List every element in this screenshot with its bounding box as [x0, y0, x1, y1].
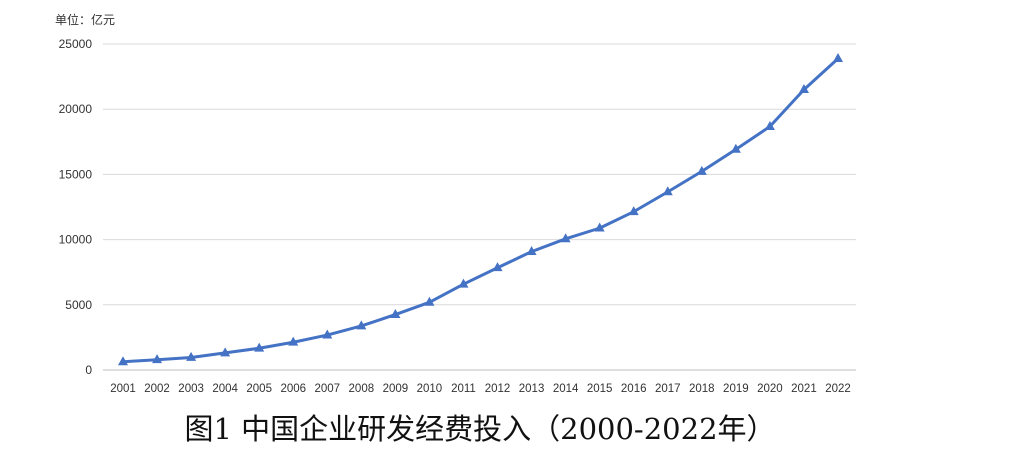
- x-tick-label: 2006: [280, 383, 306, 395]
- data-point-marker: [798, 84, 809, 94]
- data-point-marker: [696, 165, 707, 175]
- data-point-marker: [288, 336, 299, 346]
- gridlines: [103, 43, 856, 371]
- x-tick-label: 2014: [553, 383, 579, 395]
- x-tick-label: 2013: [519, 383, 545, 395]
- data-point-marker: [356, 320, 367, 330]
- data-point-marker: [458, 278, 469, 288]
- y-tick-label: 5000: [65, 298, 92, 312]
- x-tick-label: 2005: [246, 383, 272, 395]
- x-tick-label: 2015: [587, 383, 613, 395]
- x-tick-label: 2019: [723, 383, 749, 395]
- x-tick-label: 2018: [689, 383, 715, 395]
- data-point-marker: [186, 351, 197, 361]
- data-point-marker: [254, 342, 265, 352]
- y-tick-label: 0: [85, 363, 92, 377]
- data-point-marker: [152, 354, 163, 364]
- x-tick-label: 2016: [621, 383, 647, 395]
- series-markers: [118, 53, 843, 366]
- x-tick-label: 2021: [791, 383, 817, 395]
- data-point-marker: [118, 356, 128, 366]
- x-tick-label: 2010: [417, 383, 443, 395]
- x-tick-label: 2020: [757, 383, 783, 395]
- x-tick-label: 2011: [451, 383, 476, 395]
- x-tick-label: 2009: [383, 383, 409, 395]
- series-line-path: [121, 57, 840, 364]
- data-point-marker: [492, 262, 503, 272]
- x-tick-label: 2017: [655, 383, 681, 395]
- y-tick-label: 10000: [59, 233, 93, 247]
- x-axis-labels: 2001 2002 2003 2004 2005 2006 2007 2008 2009 2010…: [110, 383, 851, 395]
- x-tick-label: 2012: [485, 383, 511, 395]
- y-tick-label: 15000: [59, 167, 93, 181]
- data-point-marker: [833, 53, 843, 63]
- data-point-marker: [424, 296, 435, 306]
- y-axis-labels: 0 5000 10000 15000 20000 25000: [59, 37, 93, 377]
- x-tick-label: 2001: [110, 383, 136, 395]
- data-point-marker: [764, 120, 775, 130]
- x-tick-label: 2004: [212, 383, 238, 395]
- x-tick-label: 2022: [825, 383, 851, 395]
- x-tick-label: 2008: [349, 383, 375, 395]
- unit-label: 单位：亿元: [55, 13, 116, 27]
- chart-title: 图1 中国企业研发经费投入（2000-2022年）: [184, 412, 776, 446]
- data-point-marker: [220, 347, 231, 357]
- data-point-marker: [390, 309, 401, 318]
- x-tick-label: 2002: [144, 383, 170, 395]
- data-point-marker: [628, 206, 639, 216]
- x-tick-label: 2003: [178, 383, 204, 395]
- data-point-marker: [730, 143, 741, 153]
- data-point-marker: [322, 329, 333, 339]
- data-point-marker: [560, 233, 571, 243]
- data-point-marker: [662, 186, 673, 196]
- data-point-marker: [594, 222, 605, 232]
- data-point-marker: [526, 246, 537, 256]
- y-tick-label: 20000: [59, 102, 93, 116]
- series-line: [121, 57, 840, 364]
- x-tick-label: 2007: [314, 383, 340, 395]
- y-tick-label: 25000: [59, 37, 93, 51]
